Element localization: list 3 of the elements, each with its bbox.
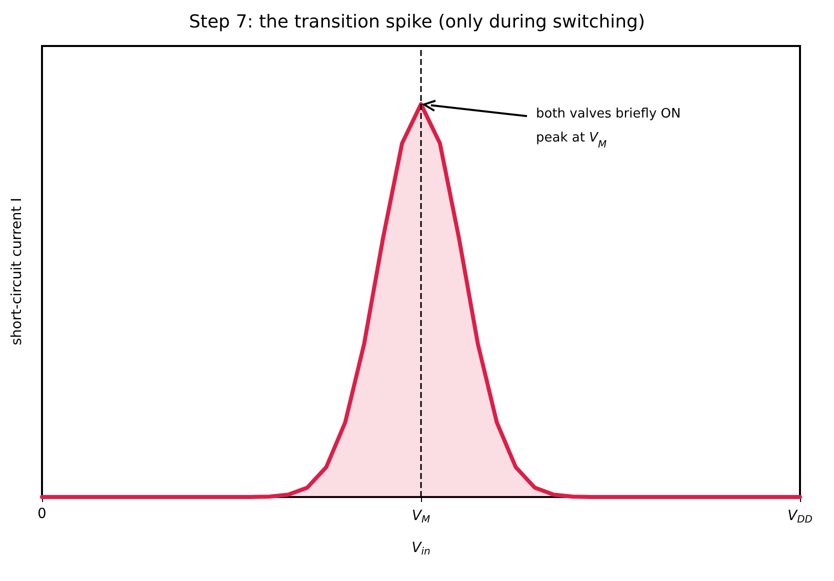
y-axis-title: short-circuit current I <box>9 198 25 346</box>
x-tick-label: 0 <box>38 506 46 522</box>
chart-title: Step 7: the transition spike (only during switching) <box>189 12 645 32</box>
